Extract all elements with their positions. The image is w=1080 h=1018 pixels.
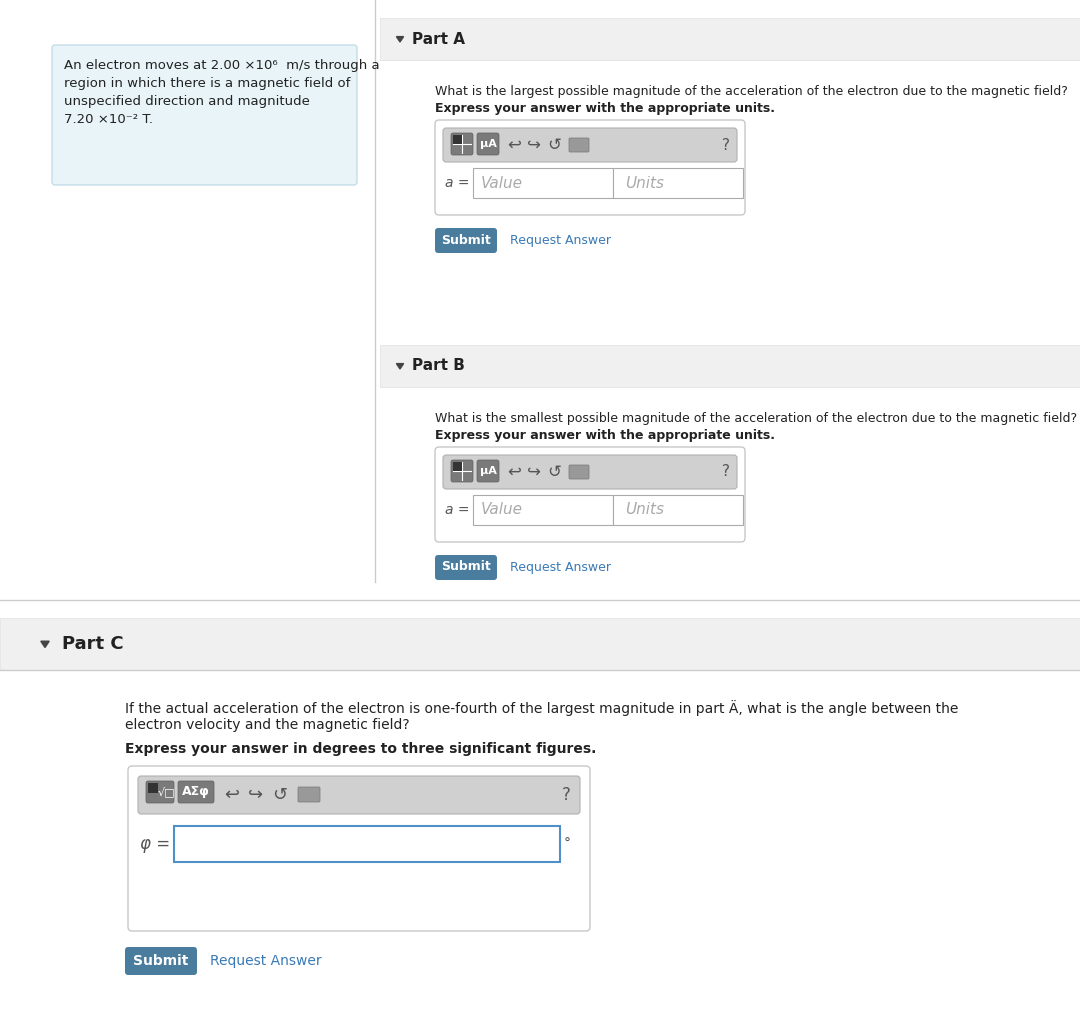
Bar	[613, 168, 743, 197]
FancyBboxPatch shape	[569, 138, 589, 152]
FancyBboxPatch shape	[435, 447, 745, 542]
Text: unspecified direction and magnitude: unspecified direction and magnitude	[64, 95, 310, 108]
FancyBboxPatch shape	[435, 228, 497, 253]
Text: ?: ?	[562, 786, 571, 804]
Text: Express your answer with the appropriate units.: Express your answer with the appropriate…	[435, 429, 775, 442]
Text: AΣφ: AΣφ	[183, 786, 210, 798]
FancyBboxPatch shape	[443, 128, 737, 162]
Text: ↺: ↺	[546, 463, 561, 480]
Text: Value: Value	[481, 503, 523, 517]
Bar	[148, 783, 158, 793]
FancyBboxPatch shape	[451, 133, 473, 155]
Text: ?: ?	[723, 137, 730, 153]
Text: ↩: ↩	[507, 136, 521, 154]
Text: An electron moves at 2.00 ×10⁶  m/s through a: An electron moves at 2.00 ×10⁶ m/s throu…	[64, 59, 380, 72]
Text: ↪: ↪	[527, 463, 541, 480]
Text: ?: ?	[723, 464, 730, 479]
Bar	[613, 495, 743, 525]
Text: Request Answer: Request Answer	[510, 561, 611, 573]
Bar	[453, 462, 462, 470]
FancyBboxPatch shape	[477, 133, 499, 155]
Bar	[380, 18, 1080, 60]
Bar	[380, 345, 1080, 387]
FancyBboxPatch shape	[138, 776, 580, 814]
Text: ↩: ↩	[507, 463, 521, 480]
FancyBboxPatch shape	[298, 787, 320, 802]
FancyBboxPatch shape	[52, 45, 357, 185]
Text: Submit: Submit	[133, 954, 189, 968]
FancyBboxPatch shape	[129, 766, 590, 931]
Bar	[473, 495, 613, 525]
FancyBboxPatch shape	[435, 120, 745, 215]
Text: Value: Value	[481, 175, 523, 190]
FancyBboxPatch shape	[178, 781, 214, 803]
Text: ↩: ↩	[224, 786, 239, 804]
FancyBboxPatch shape	[569, 465, 589, 479]
FancyBboxPatch shape	[477, 460, 499, 482]
Text: Part A: Part A	[411, 32, 465, 47]
Text: μA: μA	[480, 466, 497, 476]
Text: Submit: Submit	[441, 233, 491, 246]
Text: a =: a =	[445, 176, 470, 190]
Bar	[0, 670, 1080, 1018]
Bar	[473, 168, 613, 197]
Text: 7.20 ×10⁻² T.: 7.20 ×10⁻² T.	[64, 113, 153, 126]
Bar	[174, 826, 561, 862]
FancyBboxPatch shape	[125, 947, 197, 975]
Text: Express your answer with the appropriate units.: Express your answer with the appropriate…	[435, 102, 775, 115]
Text: ↪: ↪	[248, 786, 264, 804]
Text: a =: a =	[445, 503, 470, 517]
Text: Request Answer: Request Answer	[510, 233, 611, 246]
Text: μA: μA	[480, 139, 497, 149]
Text: What is the smallest possible magnitude of the acceleration of the electron due : What is the smallest possible magnitude …	[435, 412, 1077, 425]
Text: φ =: φ =	[140, 835, 171, 853]
Text: ↺: ↺	[272, 786, 287, 804]
Text: Express your answer in degrees to three significant figures.: Express your answer in degrees to three …	[125, 742, 596, 756]
Polygon shape	[396, 37, 404, 42]
FancyBboxPatch shape	[146, 781, 174, 803]
Text: Part C: Part C	[62, 635, 123, 653]
Bar	[380, 60, 1080, 325]
FancyBboxPatch shape	[451, 460, 473, 482]
Text: Submit: Submit	[441, 561, 491, 573]
Text: ↪: ↪	[527, 136, 541, 154]
Polygon shape	[396, 363, 404, 369]
Bar	[453, 135, 462, 144]
FancyBboxPatch shape	[443, 455, 737, 489]
Text: Units: Units	[625, 503, 664, 517]
Polygon shape	[41, 641, 50, 647]
Text: √□: √□	[158, 787, 176, 797]
Text: Units: Units	[625, 175, 664, 190]
FancyBboxPatch shape	[435, 555, 497, 580]
Text: Part B: Part B	[411, 358, 464, 374]
Text: electron velocity and the magnetic field?: electron velocity and the magnetic field…	[125, 718, 409, 732]
Text: If the actual acceleration of the electron is one-fourth of the largest magnitud: If the actual acceleration of the electr…	[125, 700, 958, 716]
Text: What is the largest possible magnitude of the acceleration of the electron due t: What is the largest possible magnitude o…	[435, 84, 1068, 98]
Bar	[0, 618, 1080, 670]
Bar	[380, 387, 1080, 607]
Text: region in which there is a magnetic field of: region in which there is a magnetic fiel…	[64, 77, 350, 90]
Text: Request Answer: Request Answer	[210, 954, 322, 968]
Text: ↺: ↺	[546, 136, 561, 154]
Text: °: °	[564, 837, 571, 851]
